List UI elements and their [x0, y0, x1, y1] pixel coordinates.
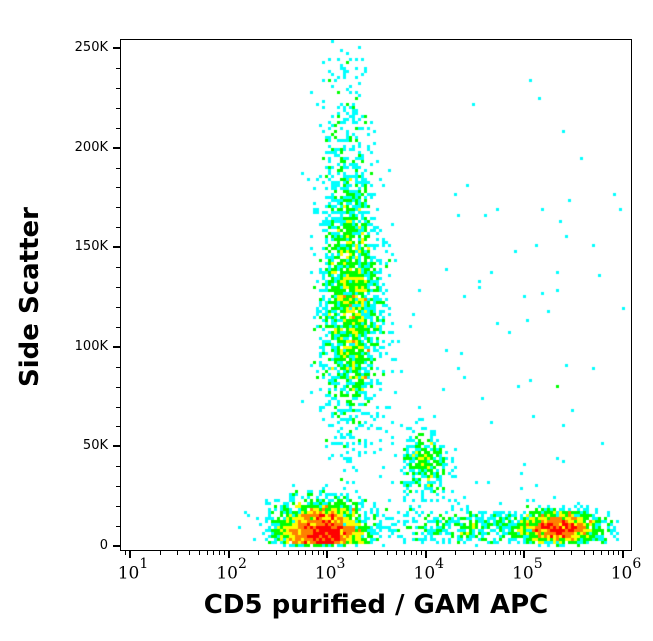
- y-major-tick: [113, 146, 121, 149]
- x-minor-tick: [571, 550, 573, 555]
- x-major-tick: [424, 550, 427, 558]
- y-minor-tick: [116, 67, 121, 69]
- y-minor-tick: [116, 526, 121, 528]
- y-minor-tick: [116, 107, 121, 109]
- plot-area: [120, 39, 632, 551]
- x-minor-tick: [219, 550, 221, 555]
- x-tick-label: 105: [512, 556, 543, 584]
- y-minor-tick: [116, 326, 121, 328]
- x-minor-tick: [189, 550, 191, 555]
- x-minor-tick: [297, 550, 299, 555]
- x-minor-tick: [455, 550, 457, 555]
- y-axis-title: Side Scatter: [15, 207, 45, 387]
- x-minor-tick: [224, 550, 226, 555]
- y-major-tick: [113, 47, 121, 49]
- y-major-tick: [113, 246, 121, 249]
- x-minor-tick: [519, 550, 521, 555]
- x-minor-tick: [396, 550, 398, 555]
- y-minor-tick: [116, 426, 121, 428]
- x-minor-tick: [386, 550, 388, 555]
- y-minor-tick: [116, 506, 121, 508]
- x-minor-tick: [554, 550, 556, 555]
- x-minor-tick: [305, 550, 307, 555]
- x-major-tick: [523, 550, 526, 558]
- y-minor-tick: [116, 227, 121, 229]
- x-minor-tick: [159, 550, 161, 555]
- y-tick-label: 50K: [82, 438, 108, 454]
- y-tick-label: 150K: [74, 239, 108, 255]
- x-axis-title: CD5 purified / GAM APC: [203, 590, 549, 620]
- x-minor-tick: [593, 550, 595, 555]
- y-tick-label: 100K: [74, 338, 108, 354]
- x-tick-label: 104: [413, 556, 445, 584]
- x-minor-tick: [311, 550, 313, 555]
- x-minor-tick: [613, 550, 615, 555]
- y-minor-tick: [116, 207, 121, 209]
- y-minor-tick: [116, 287, 121, 289]
- x-minor-tick: [509, 550, 511, 555]
- x-minor-tick: [322, 550, 324, 555]
- x-tick-label: 106: [610, 556, 642, 584]
- x-minor-tick: [125, 550, 127, 555]
- y-major-tick: [113, 445, 121, 448]
- y-minor-tick: [116, 267, 121, 269]
- y-minor-tick: [116, 167, 121, 169]
- y-tick-label: 200K: [74, 139, 108, 155]
- y-minor-tick: [116, 466, 121, 468]
- x-major-tick: [227, 550, 230, 558]
- y-minor-tick: [116, 366, 121, 368]
- x-minor-tick: [607, 550, 609, 555]
- x-minor-tick: [583, 550, 585, 555]
- x-major-tick: [622, 550, 624, 558]
- x-minor-tick: [416, 550, 418, 555]
- x-minor-tick: [213, 550, 215, 555]
- x-major-tick: [129, 550, 131, 558]
- y-minor-tick: [116, 87, 121, 89]
- x-minor-tick: [502, 550, 504, 555]
- x-minor-tick: [198, 550, 200, 555]
- y-minor-tick: [116, 127, 121, 129]
- x-minor-tick: [177, 550, 179, 555]
- density-dot-plot: [121, 40, 630, 549]
- y-minor-tick: [116, 406, 121, 408]
- x-tick-label: 102: [216, 556, 247, 584]
- y-major-tick: [113, 345, 121, 348]
- x-tick-label: 103: [314, 556, 346, 584]
- x-minor-tick: [374, 550, 376, 555]
- y-minor-tick: [116, 187, 121, 189]
- x-minor-tick: [287, 550, 289, 555]
- y-major-tick: [113, 545, 121, 547]
- y-tick-label: 0: [99, 538, 108, 553]
- y-minor-tick: [116, 386, 121, 388]
- x-minor-tick: [494, 550, 496, 555]
- x-minor-tick: [618, 550, 620, 555]
- x-minor-tick: [403, 550, 405, 555]
- y-minor-tick: [116, 486, 121, 488]
- y-minor-tick: [116, 306, 121, 308]
- x-minor-tick: [206, 550, 208, 555]
- x-major-tick: [326, 550, 329, 558]
- x-minor-tick: [258, 550, 260, 555]
- x-minor-tick: [514, 550, 516, 555]
- x-minor-tick: [275, 550, 277, 555]
- x-minor-tick: [485, 550, 487, 555]
- x-minor-tick: [410, 550, 412, 555]
- x-tick-label: 101: [117, 556, 149, 584]
- x-minor-tick: [317, 550, 319, 555]
- y-tick-label: 250K: [74, 40, 108, 55]
- x-minor-tick: [421, 550, 423, 555]
- x-minor-tick: [601, 550, 603, 555]
- x-minor-tick: [472, 550, 474, 555]
- x-minor-tick: [356, 550, 358, 555]
